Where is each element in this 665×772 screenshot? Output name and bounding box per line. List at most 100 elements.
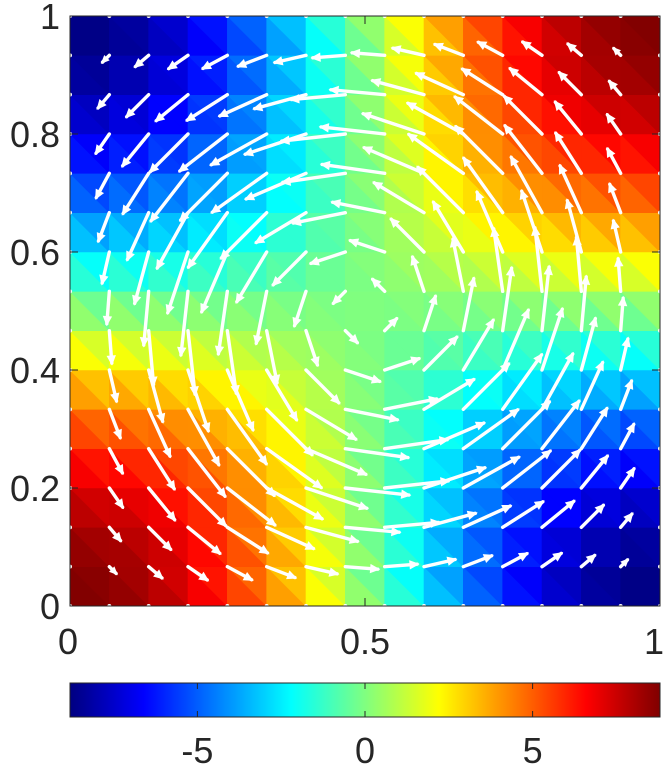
vector-arrow — [304, 328, 320, 368]
vector-arrow — [500, 551, 530, 569]
vector-arrow — [146, 564, 164, 580]
vector-arrow — [125, 210, 151, 262]
vector-arrow — [264, 525, 316, 551]
vector-arrow — [540, 351, 575, 412]
heatmap-cell — [620, 16, 660, 56]
colorbar-tick-label: 5 — [523, 730, 543, 771]
vector-arrow — [500, 265, 516, 333]
vector-arrow — [177, 132, 230, 173]
vector-arrow — [564, 198, 584, 254]
vector-arrow — [106, 328, 116, 366]
vector-arrow — [200, 53, 230, 71]
vector-arrow — [304, 564, 340, 577]
vector-arrow — [209, 132, 269, 167]
vector-arrow — [509, 155, 544, 215]
vector-arrow — [432, 42, 466, 58]
vector-arrow — [146, 328, 158, 387]
vector-arrow — [264, 368, 299, 422]
vector-arrow — [331, 289, 348, 306]
vector-arrow — [318, 123, 387, 136]
vector-arrow — [454, 124, 505, 176]
vector-arrow — [308, 250, 348, 266]
vector-arrow — [243, 171, 308, 201]
vector-arrow — [414, 71, 466, 97]
vector-arrow — [475, 189, 505, 254]
vector-arrow — [272, 53, 308, 66]
vector-arrow — [416, 165, 466, 215]
vector-arrow — [96, 92, 112, 110]
vector-arrow — [502, 94, 544, 136]
vector-arrow — [343, 407, 400, 423]
vector-arrow — [605, 146, 623, 176]
y-tick-label: 0.6 — [10, 232, 60, 273]
vector-arrow — [319, 160, 387, 176]
vector-arrow — [304, 486, 370, 511]
vector-arrow — [540, 264, 553, 333]
colorbar-ticks: -5 0 5 — [181, 683, 543, 771]
vector-arrow — [310, 52, 348, 62]
y-tick-label: 0.4 — [10, 350, 60, 391]
x-tick-label: 0 — [58, 621, 78, 662]
vector-arrow — [566, 42, 584, 58]
vector-arrow — [461, 455, 521, 490]
vector-arrow — [610, 218, 623, 254]
vector-arrow — [382, 356, 422, 372]
vector-arrow — [99, 250, 112, 286]
vector-arrow — [186, 525, 222, 556]
vector-arrow — [618, 512, 634, 530]
vector-arrow — [343, 486, 412, 499]
vector-arrow — [618, 466, 636, 490]
vector-arrow — [94, 132, 112, 156]
x-tick-label: 1 — [644, 621, 664, 662]
vector-arrow — [186, 407, 221, 467]
vector-arrow — [372, 181, 426, 215]
heatmap-layer — [70, 16, 660, 606]
vector-arrow — [579, 316, 598, 372]
vector-arrow — [607, 79, 623, 97]
vector-arrow — [579, 503, 606, 530]
vector-arrow — [186, 368, 211, 434]
vector-arrow — [242, 132, 308, 157]
vector-arrow — [235, 250, 269, 304]
vector-arrow — [540, 551, 564, 569]
vector-arrow — [422, 556, 458, 569]
vector-arrow — [579, 274, 591, 333]
vector-arrow — [186, 210, 230, 270]
vector-arrow — [225, 328, 240, 396]
vector-arrow — [520, 40, 544, 58]
vector-arrow — [178, 171, 230, 222]
vector-arrow — [200, 250, 230, 315]
vector-arrow — [540, 306, 565, 372]
vector-arrow — [96, 210, 112, 244]
vector-arrow — [618, 378, 634, 412]
vector-arrow — [146, 525, 173, 552]
vector-arrow — [107, 368, 120, 404]
vector-arrow — [422, 377, 476, 412]
vector-arrow — [210, 171, 269, 214]
vector-arrow — [290, 210, 348, 227]
vector-arrow — [279, 132, 348, 145]
vector-arrow — [453, 95, 505, 136]
vector-arrow — [431, 200, 466, 254]
vector-arrow — [146, 446, 176, 491]
vector-arrow — [360, 111, 426, 136]
vector-arrow — [225, 564, 254, 582]
vector-arrow — [186, 564, 210, 582]
vector-arrow — [508, 66, 544, 97]
colorbar-tick-label: -5 — [181, 730, 213, 771]
vector-arrow — [343, 368, 382, 384]
vector-arrow — [102, 289, 113, 327]
vector-arrow — [382, 316, 399, 333]
y-tick-label: 0.2 — [10, 468, 60, 509]
vector-arrow — [149, 171, 190, 223]
vector-arrow — [177, 289, 190, 358]
vector-arrow — [500, 449, 553, 490]
vector-arrow — [304, 407, 358, 441]
vector-arrow — [382, 395, 440, 412]
vector-arrow — [217, 92, 269, 118]
vector-arrow — [107, 525, 123, 543]
vector-arrow — [343, 525, 402, 537]
vector-arrow — [461, 318, 495, 372]
vector-arrow — [476, 40, 505, 58]
